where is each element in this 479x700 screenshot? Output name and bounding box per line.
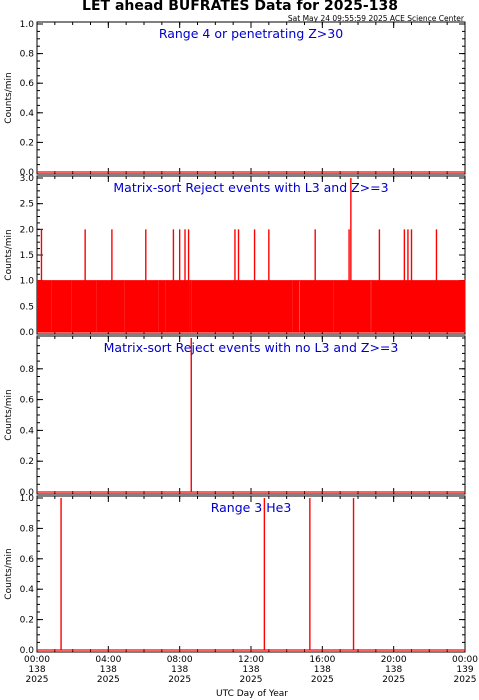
y-axis-label: Counts/min [4, 548, 14, 599]
y-tick-label: 0.6 [20, 555, 35, 565]
y-tick-label: 1.5 [20, 251, 34, 261]
x-tick-doy: 138 [314, 665, 331, 675]
panel-1: 0.0 0.2 0.4 0.6 0.8 1.0 Counts/min Range 4 or p… [4, 20, 466, 178]
y-tick-label: 0.2 [20, 616, 34, 626]
x-tick-doy: 138 [171, 665, 188, 675]
x-tick-time: 12:00 [238, 655, 264, 665]
panel-frame [36, 21, 466, 175]
timestamp: Sat May 24 09:55:59 2025 ACE Science Cen… [288, 14, 465, 23]
y-tick-label: 0.8 [20, 50, 35, 60]
panel-2: 0.0 0.5 1.0 1.5 2.0 2.5 3.0 Counts/min Matrix-so… [4, 174, 466, 338]
panel-4: 0.0 0.2 0.4 0.6 0.8 1.0 Counts/min Range 3 He3 [4, 494, 466, 656]
y-tick-label: 0.0 [20, 488, 35, 498]
x-tick-time: 00:00 [452, 655, 478, 665]
panels: 0.0 0.2 0.4 0.6 0.8 1.0 Counts/min Range 4 or p… [4, 20, 466, 656]
y-tick-label: 0.0 [20, 168, 35, 178]
count-series [37, 280, 466, 333]
y-tick-label: 0.0 [20, 646, 35, 656]
x-tick-doy: 138 [385, 665, 402, 675]
x-tick-doy: 138 [242, 665, 259, 675]
panel-title: Matrix-sort Reject events with no L3 and… [104, 340, 399, 355]
x-axis: 00:00138202504:00138202508:00138202512:0… [24, 655, 478, 685]
y-tick-label: 0.2 [20, 138, 34, 148]
panel-title: Range 3 He3 [211, 500, 292, 515]
x-tick-year: 2025 [97, 675, 120, 685]
x-tick-year: 2025 [168, 675, 191, 685]
panel-frame [36, 335, 466, 495]
y-tick-label: 0.5 [20, 302, 34, 312]
x-tick-time: 00:00 [24, 655, 50, 665]
y-axis-label: Counts/min [4, 229, 14, 280]
x-tick-year: 2025 [454, 675, 477, 685]
y-tick-label: 1.0 [20, 494, 35, 504]
y-tick-label: 0.8 [20, 365, 35, 375]
y-tick-label: 0.0 [20, 328, 35, 338]
x-axis-label: UTC Day of Year [216, 689, 288, 699]
y-tick-label: 2.5 [20, 200, 34, 210]
panel-title: Range 4 or penetrating Z>30 [159, 26, 343, 41]
x-tick-time: 08:00 [167, 655, 193, 665]
y-axis-label: Counts/min [4, 389, 14, 440]
x-tick-year: 2025 [26, 675, 49, 685]
y-tick-label: 0.2 [20, 457, 34, 467]
x-tick-doy: 138 [28, 665, 45, 675]
y-tick-label: 3.0 [20, 174, 35, 184]
x-tick-time: 04:00 [95, 655, 121, 665]
y-tick-label: 2.0 [20, 225, 35, 235]
y-tick-label: 0.6 [20, 396, 35, 406]
panel-3: 0.0 0.2 0.4 0.6 0.8 Counts/min Matrix-sort Rej… [4, 335, 466, 498]
x-tick-year: 2025 [382, 675, 405, 685]
y-tick-label: 1.0 [20, 277, 35, 287]
x-tick-time: 16:00 [309, 655, 335, 665]
y-tick-label: 0.4 [20, 426, 35, 436]
y-tick-label: 0.4 [20, 109, 35, 119]
y-axis-label: Counts/min [4, 72, 14, 123]
y-tick-label: 1.0 [20, 20, 35, 30]
x-tick-doy: 138 [100, 665, 117, 675]
y-tick-label: 0.8 [20, 524, 35, 534]
x-tick-time: 20:00 [381, 655, 407, 665]
x-tick-year: 2025 [311, 675, 334, 685]
x-tick-doy: 139 [456, 665, 473, 675]
y-tick-label: 0.4 [20, 585, 35, 595]
panel-frame [36, 495, 466, 653]
x-tick-year: 2025 [240, 675, 263, 685]
y-tick-label: 0.6 [20, 79, 35, 89]
panel-title: Matrix-sort Reject events with L3 and Z>… [113, 180, 388, 195]
chart-title: LET ahead BUFRATES Data for 2025-138 [82, 0, 398, 14]
